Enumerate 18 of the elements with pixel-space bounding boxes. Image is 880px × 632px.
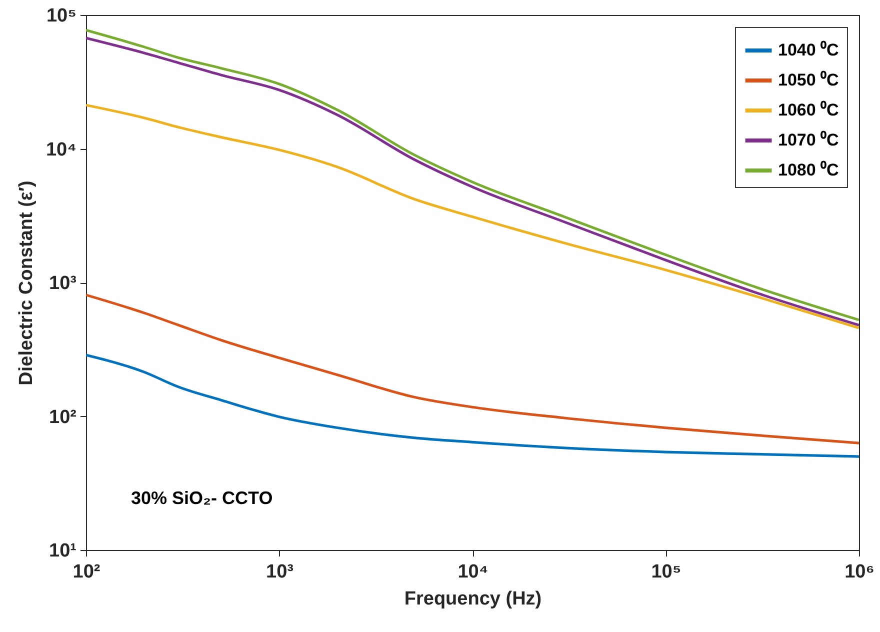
y-tick-label: 10⁵ [46, 6, 76, 26]
y-tick-label: 10³ [49, 273, 76, 294]
y-tick-label: 10¹ [49, 540, 76, 562]
x-tick-label: 10⁵ [651, 562, 682, 582]
x-axis-title: Frequency (Hz) [404, 588, 542, 610]
x-tick-label: 10³ [266, 562, 294, 582]
legend-label: 1060 ⁰C [778, 100, 839, 120]
y-axis-title: Dielectric Constant (ε′) [16, 180, 37, 386]
y-tick-label: 10² [49, 406, 76, 428]
legend-label: 1070 ⁰C [778, 130, 839, 150]
legend-label: 1050 ⁰C [778, 70, 839, 90]
x-tick-label: 10⁶ [844, 562, 874, 582]
legend-label: 1040 ⁰C [778, 40, 839, 60]
x-tick-label: 10² [72, 562, 100, 582]
legend-label: 1080 ⁰C [778, 160, 839, 180]
annotation: 30% SiO₂- CCTO [131, 488, 273, 508]
x-tick-label: 10⁴ [458, 562, 488, 582]
y-tick-label: 10⁴ [46, 139, 76, 160]
